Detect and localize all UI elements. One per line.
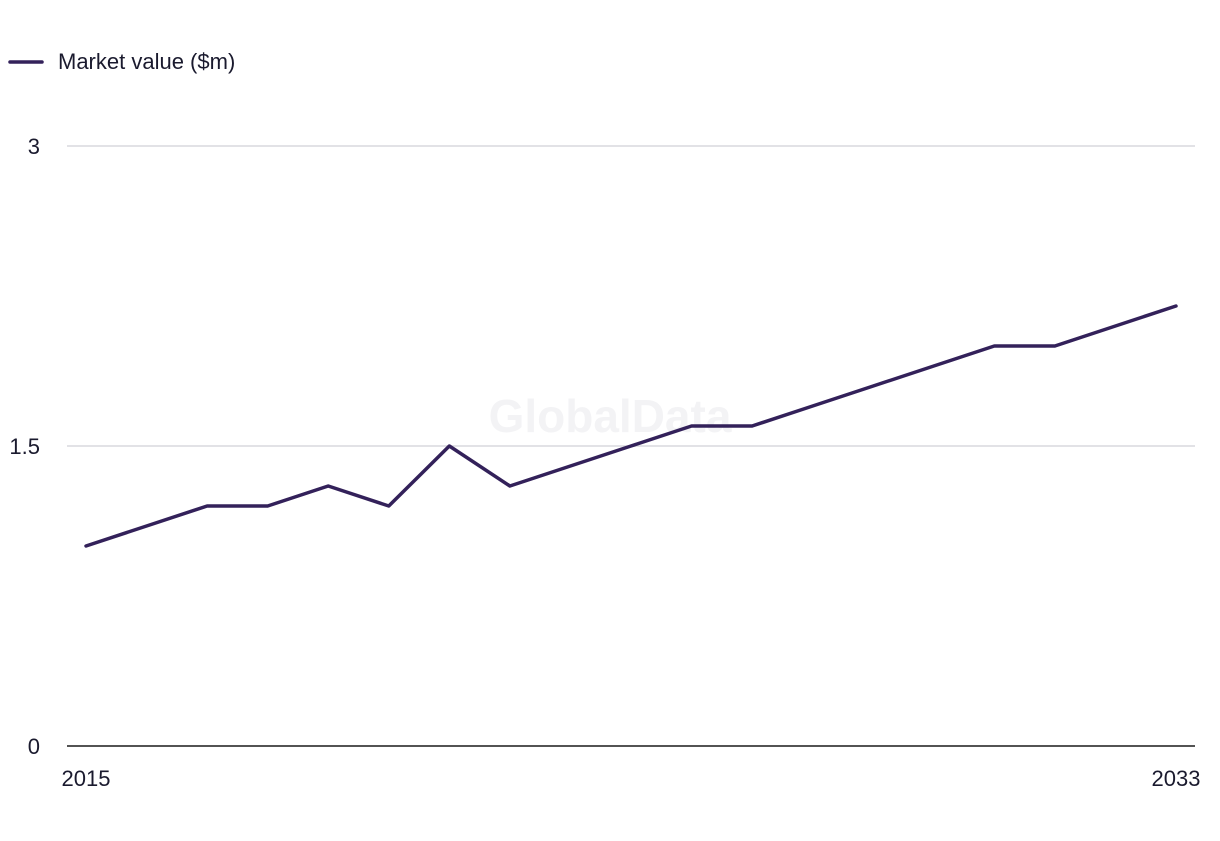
data-point <box>1171 301 1181 311</box>
legend: Market value ($m) <box>8 49 235 74</box>
x-tick-label: 2015 <box>62 766 111 791</box>
data-point <box>565 461 575 471</box>
legend-label: Market value ($m) <box>58 49 235 74</box>
data-point <box>384 501 394 511</box>
y-tick-label: 3 <box>28 134 40 159</box>
data-point <box>1110 321 1120 331</box>
data-point <box>505 481 515 491</box>
data-point <box>1050 341 1060 351</box>
x-tick-label: 2033 <box>1152 766 1201 791</box>
x-axis-tick-labels: 2015 2033 <box>62 766 1201 791</box>
data-point <box>808 401 818 411</box>
y-tick-label: 1.5 <box>9 434 40 459</box>
series-layer <box>81 301 1181 551</box>
data-point <box>323 481 333 491</box>
data-point <box>444 441 454 451</box>
data-point <box>263 501 273 511</box>
data-point <box>81 541 91 551</box>
data-point <box>687 421 697 431</box>
series-line-market-value <box>84 304 1178 548</box>
data-point <box>626 441 636 451</box>
data-point <box>868 381 878 391</box>
data-point <box>142 521 152 531</box>
data-point <box>747 421 757 431</box>
data-point <box>202 501 212 511</box>
data-point <box>989 341 999 351</box>
y-axis-tick-labels: 01.53 <box>9 134 40 759</box>
watermark: GlobalData <box>489 390 732 442</box>
data-point <box>929 361 939 371</box>
y-tick-label: 0 <box>28 734 40 759</box>
